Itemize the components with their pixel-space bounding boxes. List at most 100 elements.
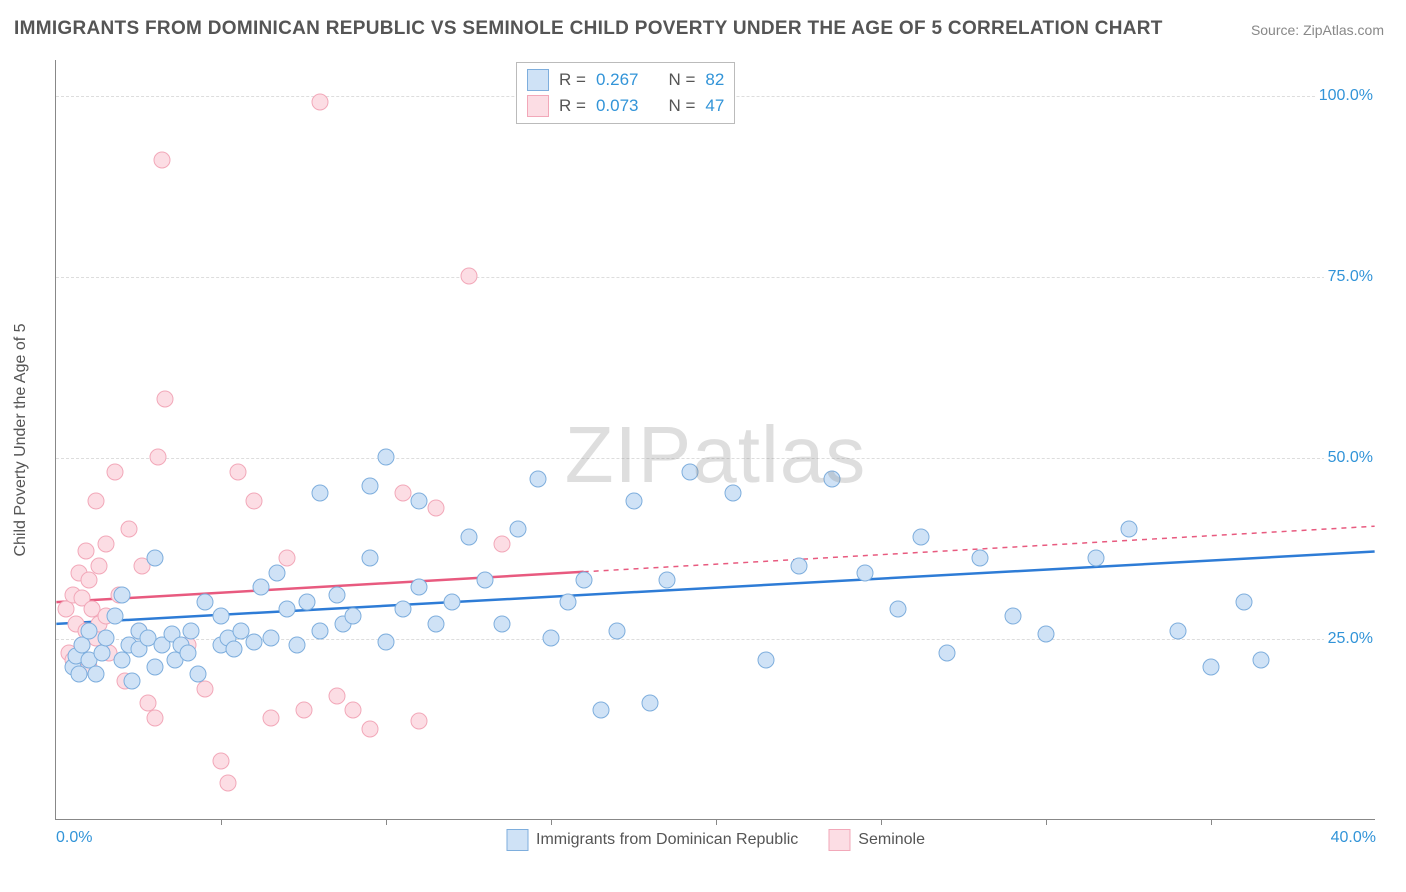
series-legend: Immigrants from Dominican Republic Semin… [506, 829, 925, 851]
scatter-point [107, 463, 124, 480]
scatter-point [153, 152, 170, 169]
legend-item: Seminole [828, 829, 925, 851]
scatter-point [939, 644, 956, 661]
scatter-point [1120, 521, 1137, 538]
scatter-point [427, 615, 444, 632]
scatter-point [279, 550, 296, 567]
x-tick-mark [551, 819, 552, 825]
x-tick-mark [1046, 819, 1047, 825]
scatter-point [180, 644, 197, 661]
y-axis-label: Child Poverty Under the Age of 5 [12, 323, 30, 556]
watermark-logo: ZIPatlas [565, 409, 866, 501]
scatter-point [114, 586, 131, 603]
n-label: N = [668, 96, 695, 116]
scatter-point [790, 557, 807, 574]
scatter-point [361, 720, 378, 737]
scatter-point [219, 774, 236, 791]
scatter-point [246, 492, 263, 509]
scatter-point [97, 535, 114, 552]
stats-legend: R = 0.267 N = 82 R = 0.073 N = 47 [516, 62, 735, 124]
r-label: R = [559, 96, 586, 116]
x-tick-mark [1211, 819, 1212, 825]
scatter-point [361, 478, 378, 495]
scatter-point [378, 449, 395, 466]
scatter-point [107, 608, 124, 625]
scatter-point [147, 550, 164, 567]
scatter-point [150, 449, 167, 466]
scatter-point [510, 521, 527, 538]
n-label: N = [668, 70, 695, 90]
scatter-point [757, 651, 774, 668]
scatter-point [298, 593, 315, 610]
scatter-point [252, 579, 269, 596]
scatter-point [1038, 626, 1055, 643]
scatter-point [90, 557, 107, 574]
scatter-point [196, 680, 213, 697]
scatter-point [543, 630, 560, 647]
scatter-point [972, 550, 989, 567]
scatter-point [1236, 593, 1253, 610]
x-tick-label: 0.0% [56, 829, 92, 847]
scatter-point [493, 535, 510, 552]
scatter-point [823, 470, 840, 487]
scatter-point [229, 463, 246, 480]
y-tick-label: 25.0% [1324, 630, 1377, 648]
chart-title: IMMIGRANTS FROM DOMINICAN REPUBLIC VS SE… [14, 18, 1163, 40]
scatter-point [856, 564, 873, 581]
scatter-point [81, 622, 98, 639]
scatter-point [226, 640, 243, 657]
scatter-point [120, 521, 137, 538]
scatter-point [114, 651, 131, 668]
x-tick-mark [386, 819, 387, 825]
scatter-point [94, 644, 111, 661]
scatter-point [1005, 608, 1022, 625]
scatter-point [147, 709, 164, 726]
legend-label: Seminole [858, 831, 925, 849]
scatter-point [87, 666, 104, 683]
scatter-point [592, 702, 609, 719]
scatter-point [123, 673, 140, 690]
scatter-point [724, 485, 741, 502]
scatter-point [609, 622, 626, 639]
scatter-point [411, 713, 428, 730]
n-value: 47 [705, 96, 724, 116]
scatter-point [312, 94, 329, 111]
scatter-point [328, 586, 345, 603]
scatter-point [493, 615, 510, 632]
scatter-point [559, 593, 576, 610]
legend-swatch [527, 69, 549, 91]
y-tick-label: 100.0% [1315, 87, 1377, 105]
scatter-point [642, 695, 659, 712]
y-tick-label: 50.0% [1324, 449, 1377, 467]
scatter-point [213, 608, 230, 625]
scatter-point [361, 550, 378, 567]
scatter-point [1087, 550, 1104, 567]
scatter-point [1252, 651, 1269, 668]
scatter-point [427, 499, 444, 516]
scatter-point [378, 633, 395, 650]
scatter-point [460, 528, 477, 545]
legend-swatch [828, 829, 850, 851]
scatter-point [71, 666, 88, 683]
trend-lines [56, 60, 1375, 819]
gridline [56, 277, 1375, 278]
scatter-point [189, 666, 206, 683]
scatter-point [576, 572, 593, 589]
scatter-point [97, 630, 114, 647]
scatter-point [295, 702, 312, 719]
scatter-point [411, 579, 428, 596]
scatter-point [460, 268, 477, 285]
scatter-point [625, 492, 642, 509]
scatter-point [183, 622, 200, 639]
scatter-point [529, 470, 546, 487]
scatter-point [345, 608, 362, 625]
legend-swatch [506, 829, 528, 851]
scatter-point [477, 572, 494, 589]
scatter-point [246, 633, 263, 650]
scatter-point [262, 709, 279, 726]
x-tick-mark [881, 819, 882, 825]
scatter-point [889, 601, 906, 618]
scatter-point [213, 753, 230, 770]
scatter-point [288, 637, 305, 654]
scatter-point [312, 485, 329, 502]
